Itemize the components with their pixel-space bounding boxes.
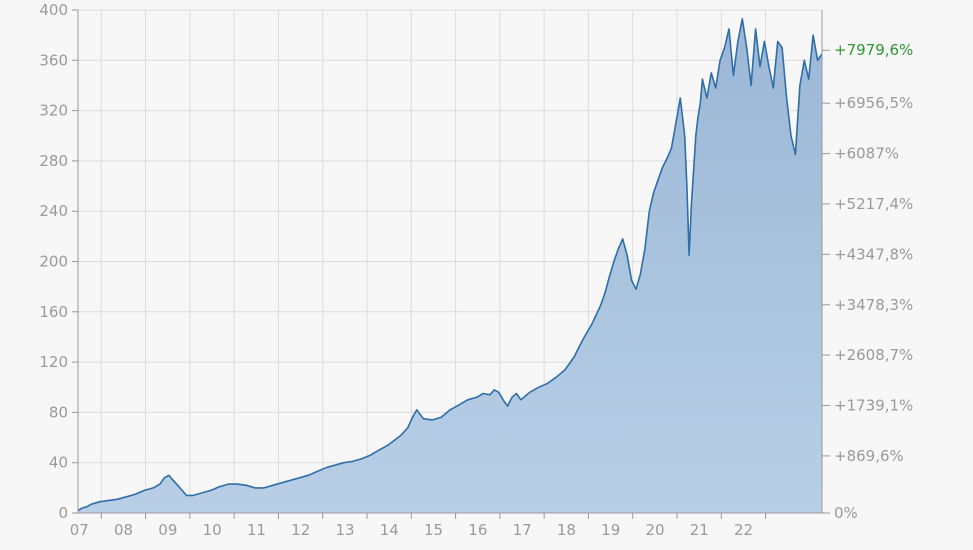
y-tick-label: 320 bbox=[39, 102, 68, 120]
area-fill bbox=[78, 18, 822, 514]
y-tick-label: 240 bbox=[39, 202, 68, 220]
x-tick-label: 16 bbox=[468, 521, 487, 539]
area-series bbox=[77, 18, 823, 514]
x-tick-label: 15 bbox=[424, 521, 443, 539]
x-tick-label: 09 bbox=[158, 521, 177, 539]
x-tick-label: 21 bbox=[690, 521, 709, 539]
x-tick-label: 20 bbox=[645, 521, 664, 539]
y2-tick-label: +4347,8% bbox=[834, 245, 913, 263]
x-tick-label: 14 bbox=[380, 521, 399, 539]
y-tick-label: 0 bbox=[58, 504, 68, 522]
axes bbox=[72, 9, 830, 519]
y-tick-label: 360 bbox=[39, 51, 68, 69]
y2-tick-label: +5217,4% bbox=[834, 195, 913, 213]
x-tick-label: 18 bbox=[557, 521, 576, 539]
y-tick-label: 400 bbox=[39, 1, 68, 19]
y-tick-label: 280 bbox=[39, 152, 68, 170]
x-tick-label: 19 bbox=[601, 521, 620, 539]
y2-tick-label: +6087% bbox=[834, 145, 899, 163]
y2-tick-label: +1739,1% bbox=[834, 396, 913, 414]
tick-labels: 0 40 80 120 160 200 240 280 320 360 400 0% +869,6% +1… bbox=[39, 1, 913, 539]
y2-tick-label: +2608,7% bbox=[834, 346, 913, 364]
x-tick-label: 11 bbox=[247, 521, 266, 539]
x-tick-label: 13 bbox=[335, 521, 354, 539]
y-tick-label: 120 bbox=[39, 353, 68, 371]
x-tick-label: 08 bbox=[114, 521, 133, 539]
y2-tick-label: +7979,6% bbox=[834, 41, 913, 59]
x-tick-label: 12 bbox=[291, 521, 310, 539]
y2-tick-label: +6956,5% bbox=[834, 94, 913, 112]
y-tick-label: 80 bbox=[49, 403, 68, 421]
x-tick-label: 22 bbox=[734, 521, 753, 539]
y-tick-label: 160 bbox=[39, 303, 68, 321]
x-tick-label: 10 bbox=[203, 521, 222, 539]
y2-tick-label: +869,6% bbox=[834, 447, 904, 465]
y2-tick-label: +3478,3% bbox=[834, 296, 913, 314]
x-tick-label: 07 bbox=[70, 521, 89, 539]
series-line bbox=[77, 18, 823, 512]
y2-tick-label: 0% bbox=[834, 504, 858, 522]
x-tick-label: 17 bbox=[513, 521, 532, 539]
y-tick-label: 40 bbox=[49, 454, 68, 472]
y-tick-label: 200 bbox=[39, 253, 68, 271]
